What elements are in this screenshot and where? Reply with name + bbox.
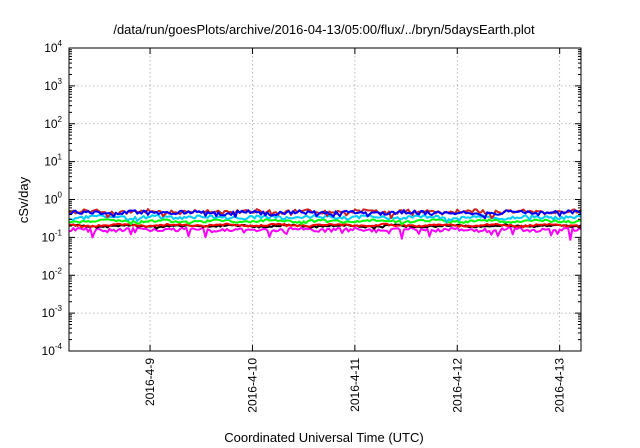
- y-tick-label: 10-3: [42, 304, 63, 320]
- x-tick-label: 2016-4-11: [348, 358, 362, 412]
- series-line: [69, 226, 581, 241]
- series-line: [68, 218, 582, 226]
- x-tick-label: 2016-4-9: [143, 358, 157, 406]
- ticks: [69, 47, 581, 352]
- y-tick-label: 101: [44, 153, 62, 169]
- x-tick-labels: 2016-4-9 2016-4-10 2016-4-11 2016-4-12 2016-…: [143, 358, 567, 413]
- y-tick-label: 104: [44, 39, 62, 55]
- series-line: [69, 209, 582, 220]
- x-tick-label: 2016-4-10: [245, 358, 259, 413]
- y-tick-label: 100: [44, 191, 62, 207]
- x-tick-label: 2016-4-13: [553, 358, 567, 413]
- y-tick-label: 10-4: [42, 342, 63, 358]
- y-tick-label: 103: [44, 77, 62, 93]
- x-tick-label: 2016-4-12: [450, 358, 464, 413]
- y-tick-label: 10-2: [42, 266, 63, 282]
- y-tick-label: 102: [44, 115, 62, 131]
- series-line: [68, 214, 582, 224]
- x-axis-label: Coordinated Universal Time (UTC): [224, 430, 423, 445]
- series-line: [68, 222, 582, 229]
- chart-title: /data/run/goesPlots/archive/2016-04-13/0…: [113, 22, 535, 37]
- y-axis-label: cSv/day: [16, 176, 31, 223]
- y-tick-labels: 104 103 102 101 100 10-1 10-2 10-3 10-4: [42, 39, 63, 358]
- y-tick-label: 10-1: [42, 228, 63, 244]
- series-group: [68, 208, 582, 241]
- series-line: [68, 208, 582, 220]
- grid: [69, 48, 581, 351]
